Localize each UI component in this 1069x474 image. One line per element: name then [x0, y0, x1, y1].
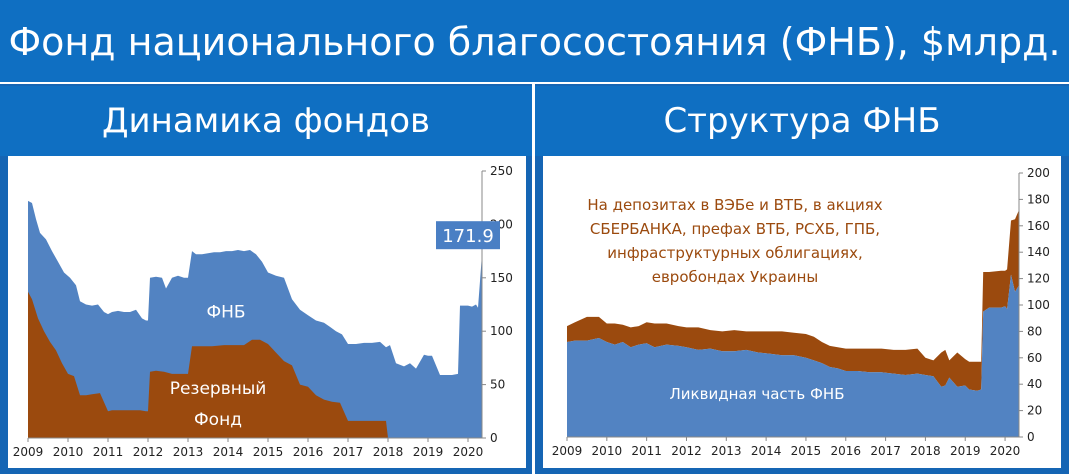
- right-x-tick-label: 2012: [671, 444, 702, 458]
- deposits-area: [567, 210, 1019, 391]
- left-y-tick-label: 0: [490, 431, 498, 445]
- right-y-tick-label: 60: [1027, 351, 1042, 365]
- right-x-tick-label: 2010: [592, 444, 623, 458]
- right-y-tick-label: 120: [1027, 272, 1050, 286]
- right-x-tick-label: 2020: [990, 444, 1021, 458]
- right-x-tick-label: 2019: [950, 444, 981, 458]
- right-y-tick-label: 200: [1027, 166, 1050, 180]
- left-x-tick-label: 2009: [13, 445, 44, 459]
- panel-divider: [532, 84, 535, 474]
- liquid-part-area: [567, 274, 1019, 437]
- deposits-annotation-line: евробондах Украины: [652, 268, 819, 286]
- right-y-tick-label: 80: [1027, 324, 1042, 338]
- liquid-part-label: Ликвидная часть ФНБ: [670, 385, 845, 403]
- right-y-tick-label: 20: [1027, 404, 1042, 418]
- left-x-tick-label: 2012: [133, 445, 164, 459]
- right-x-tick-label: 2018: [910, 444, 941, 458]
- left-x-tick-label: 2010: [53, 445, 84, 459]
- left-x-tick-label: 2011: [93, 445, 124, 459]
- right-y-tick-label: 100: [1027, 298, 1050, 312]
- left-x-tick-label: 2018: [373, 445, 404, 459]
- left-y-tick-label: 50: [490, 378, 505, 392]
- left-x-tick-label: 2014: [213, 445, 244, 459]
- right-x-tick-label: 2009: [552, 444, 583, 458]
- right-x-tick-label: 2016: [830, 444, 861, 458]
- left-chart-panel: 2009 2010 2011 2012 2013 2014 2015 2016 2017 2018…: [8, 156, 526, 468]
- page-title: Фонд национального благосостояния (ФНБ),…: [0, 0, 1069, 84]
- fund-dynamics-chart: 2009 2010 2011 2012 2013 2014 2015 2016 2017 2018…: [13, 164, 513, 459]
- left-y-tick-label: 100: [490, 324, 513, 338]
- left-x-tick-label: 2019: [413, 445, 444, 459]
- fnb-area: [28, 200, 482, 438]
- right-x-tick-label: 2011: [631, 444, 662, 458]
- left-panel-title: Динамика фондов: [0, 86, 532, 156]
- reserve-fund-label-line1: Резервный: [170, 379, 267, 399]
- deposits-annotation-line: На депозитах в ВЭБе и ВТБ, в акциях: [587, 196, 882, 214]
- right-y-tick-label: 160: [1027, 219, 1050, 233]
- fnb-structure-chart: 2009 2010 2011 2012 2013 2014 2015 2016 2017 2018…: [552, 166, 1050, 458]
- left-x-tick-label: 2017: [333, 445, 364, 459]
- left-x-tick-label: 2013: [173, 445, 204, 459]
- deposits-annotation-line: СБЕРБАНКА, префах ВТБ, РСХБ, ГПБ,: [590, 220, 880, 238]
- reserve-fund-label-line2: Фонд: [194, 410, 242, 430]
- right-chart-panel: 2009 2010 2011 2012 2013 2014 2015 2016 2017 2018…: [543, 156, 1061, 468]
- right-x-tick-label: 2015: [791, 444, 822, 458]
- right-y-tick-label: 180: [1027, 192, 1050, 206]
- right-panel-title: Структура ФНБ: [535, 86, 1069, 156]
- right-x-tick-label: 2017: [870, 444, 901, 458]
- right-y-tick-label: 140: [1027, 245, 1050, 259]
- left-x-tick-label: 2020: [453, 445, 484, 459]
- deposits-annotation-line: инфраструктурных облигациях,: [607, 244, 862, 262]
- current-value-label: 171.9: [442, 226, 494, 247]
- right-y-tick-label: 0: [1027, 430, 1035, 444]
- reserve-fund-area: [28, 291, 388, 438]
- left-x-tick-label: 2015: [253, 445, 284, 459]
- right-y-tick-label: 40: [1027, 377, 1042, 391]
- right-x-tick-label: 2013: [711, 444, 742, 458]
- right-x-tick-label: 2014: [751, 444, 782, 458]
- left-y-tick-label: 150: [490, 271, 513, 285]
- left-x-tick-label: 2016: [293, 445, 324, 459]
- fnb-area-label: ФНБ: [206, 302, 245, 322]
- current-value-box: [436, 221, 500, 250]
- left-y-tick-label: 250: [490, 164, 513, 178]
